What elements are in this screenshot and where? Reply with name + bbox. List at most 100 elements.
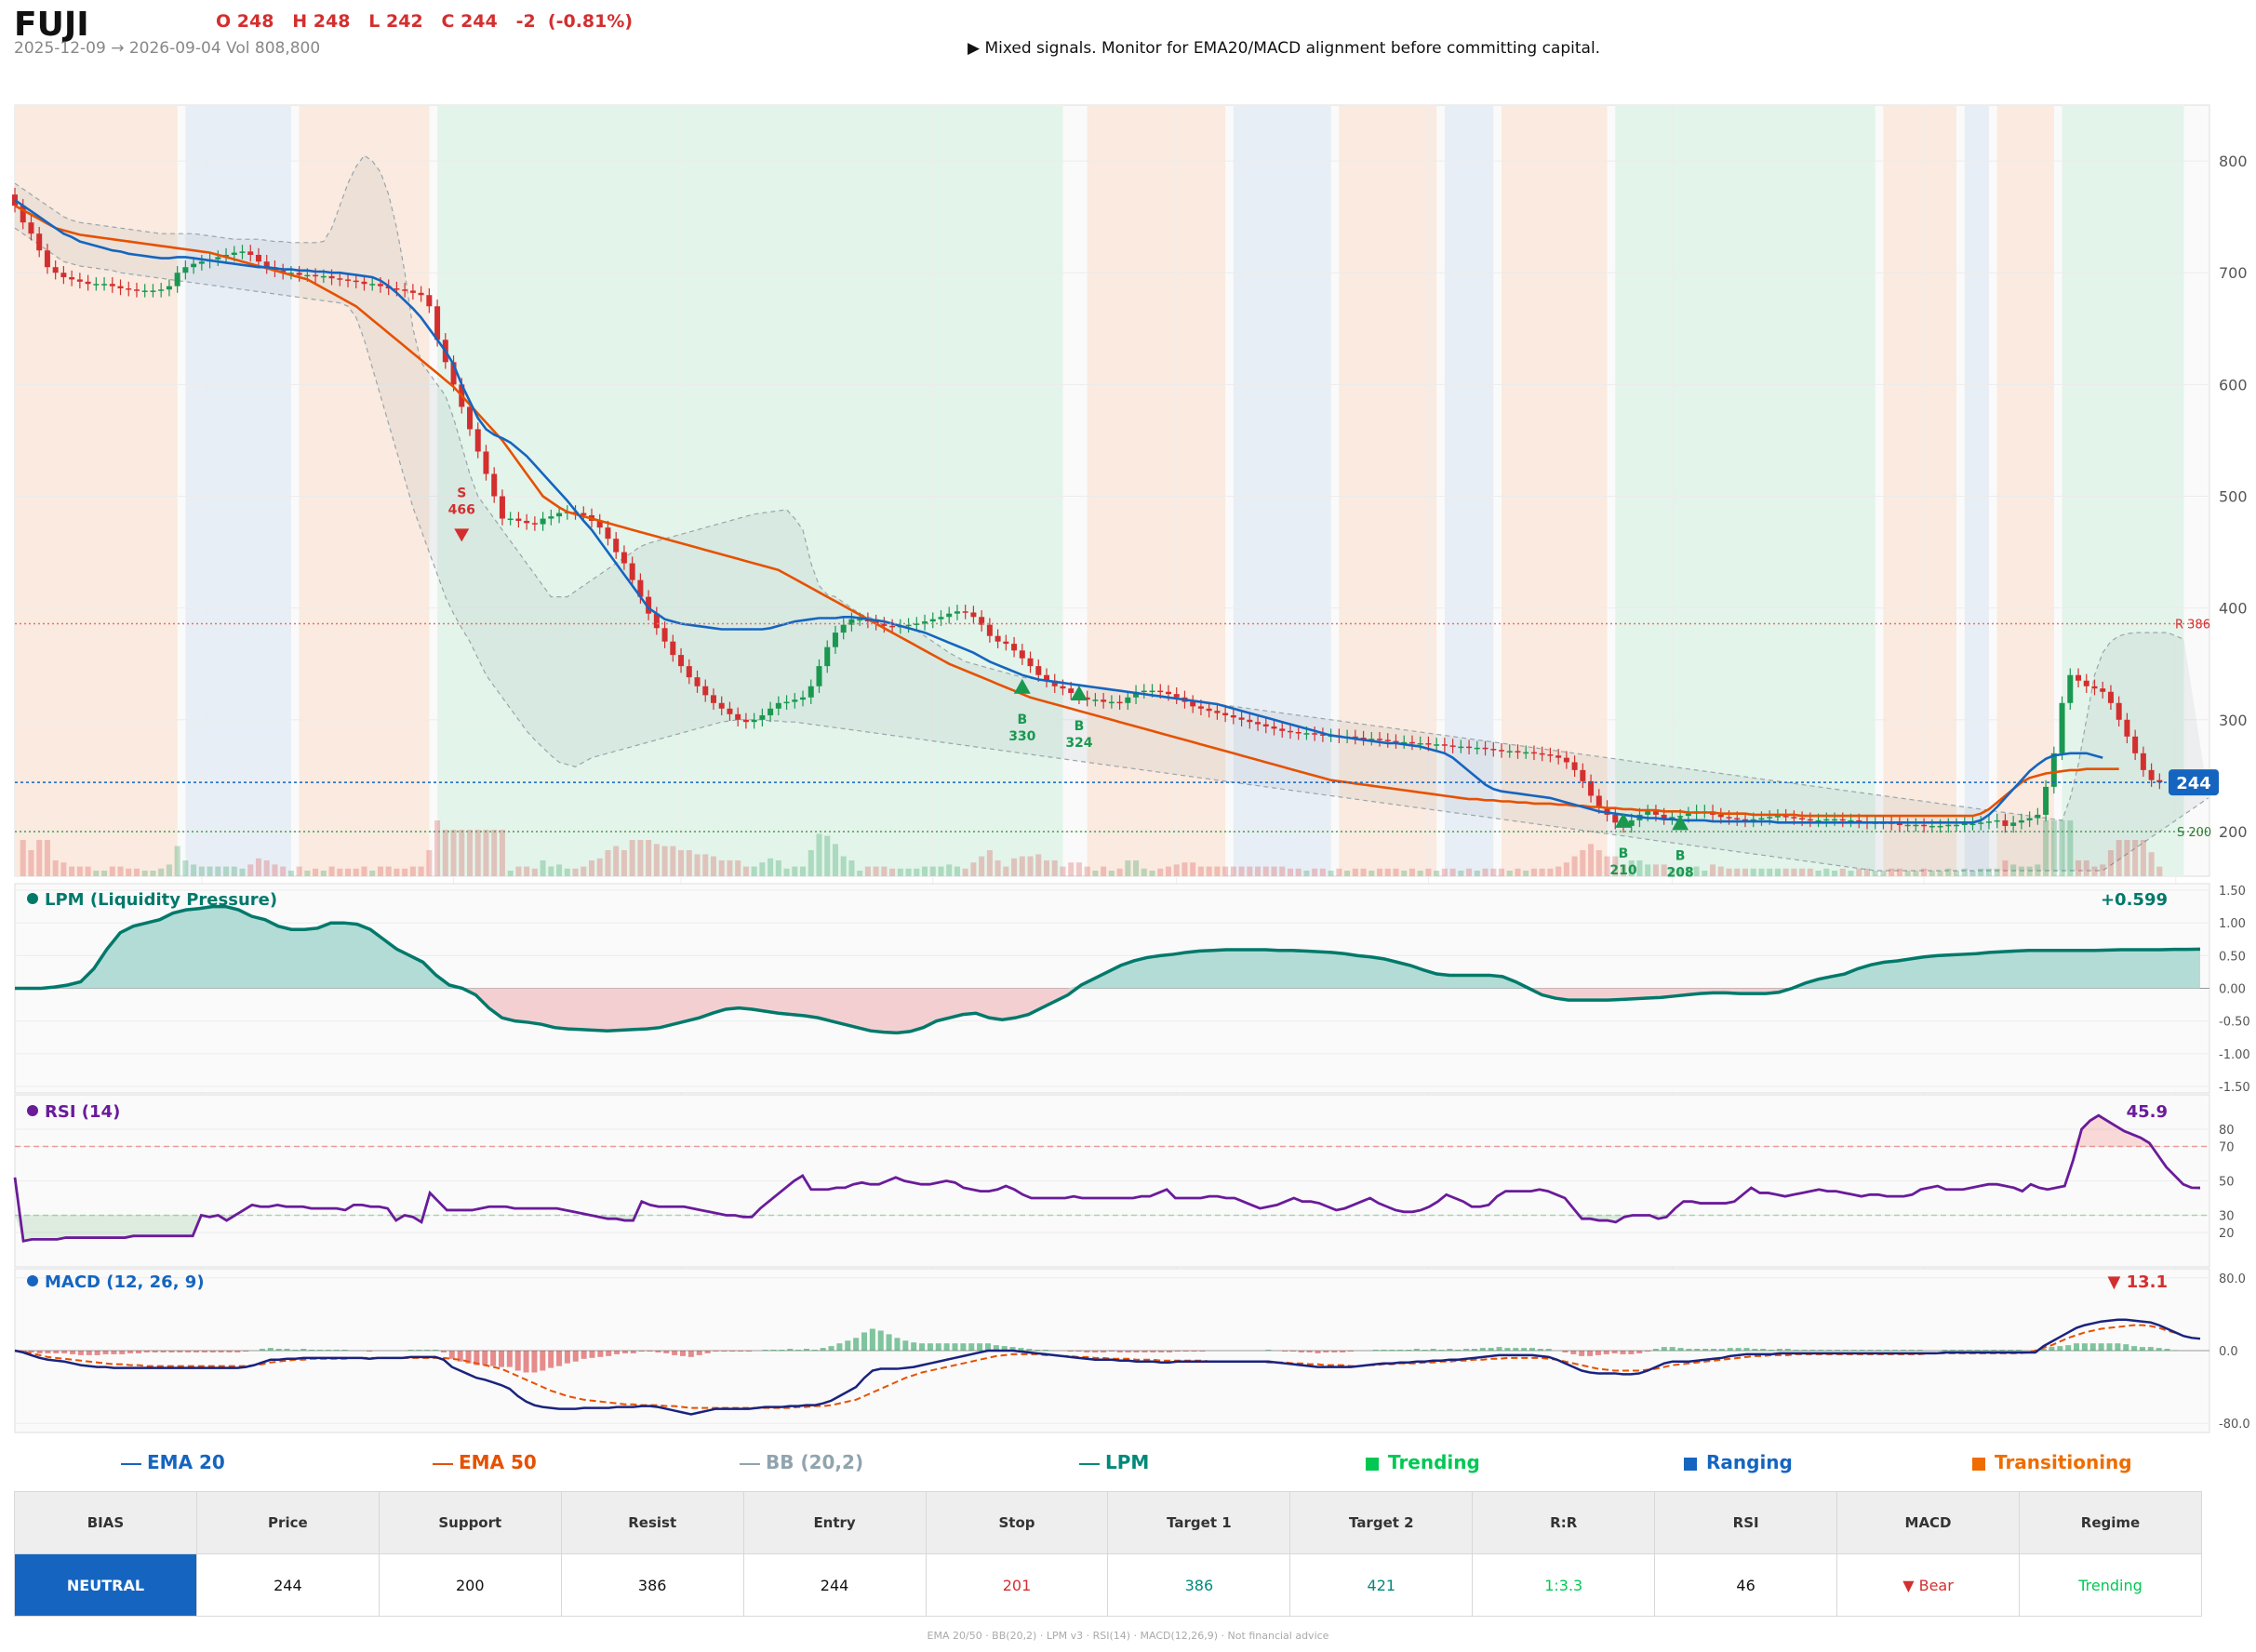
macd-histogram-bar xyxy=(1974,1350,1981,1351)
macd-histogram-bar xyxy=(1669,1347,1675,1351)
summary-header-cell: MACD xyxy=(1836,1491,2020,1554)
volume-bar xyxy=(1954,871,1960,876)
volume-bar xyxy=(661,846,668,876)
candle-body xyxy=(1165,691,1171,695)
chart-canvas[interactable]: 200 300 400 500 600 700 800 R 386 S 200 244 S 466 B 3… xyxy=(0,0,2256,1451)
candle-body xyxy=(751,719,757,723)
volume-bar xyxy=(1807,868,1813,876)
volume-bar xyxy=(1003,866,1009,876)
candle-body xyxy=(686,666,692,678)
macd-histogram-bar xyxy=(1521,1348,1528,1351)
regime-band xyxy=(2062,105,2184,876)
rsi-tick-label: 70 xyxy=(2219,1141,2235,1155)
volume-bar xyxy=(1133,860,1140,876)
macd-histogram-bar xyxy=(1950,1350,1956,1351)
macd-histogram-bar xyxy=(194,1351,200,1352)
macd-histogram-bar xyxy=(713,1351,719,1352)
macd-histogram-bar xyxy=(1513,1348,1519,1351)
candle-body xyxy=(198,261,205,264)
volume-bar xyxy=(231,866,237,876)
macd-histogram-bar xyxy=(1413,1349,1420,1351)
volume-bar xyxy=(564,868,570,876)
candle-body xyxy=(548,516,554,519)
x-tick-label: Apr '26 xyxy=(901,1448,965,1451)
volume-bar xyxy=(1303,871,1310,876)
candle-body xyxy=(353,280,359,283)
macd-histogram-bar xyxy=(1381,1350,1387,1351)
candle-body xyxy=(76,279,83,282)
macd-histogram-bar xyxy=(2089,1343,2096,1351)
macd-histogram-bar xyxy=(1496,1347,1502,1351)
volume-bar xyxy=(1336,868,1342,876)
volume-bar xyxy=(1141,868,1147,876)
macd-histogram-bar xyxy=(367,1351,373,1352)
volume-bar xyxy=(1661,864,1667,876)
macd-histogram-bar xyxy=(638,1351,645,1352)
macd-histogram-bar xyxy=(803,1349,809,1351)
macd-histogram-bar xyxy=(540,1351,546,1371)
volume-bar xyxy=(1125,860,1131,876)
macd-histogram-bar xyxy=(2057,1346,2063,1351)
candle-body xyxy=(93,284,100,286)
summary-value-cell: 1:3.3 xyxy=(1472,1553,1656,1617)
volume-bar xyxy=(613,846,620,876)
volume-bar xyxy=(450,830,457,876)
candle-body xyxy=(1197,706,1204,709)
volume-bar xyxy=(1368,871,1375,876)
macd-histogram-bar xyxy=(1603,1351,1609,1354)
volume-bar xyxy=(1360,868,1367,876)
candle-body xyxy=(1547,754,1554,756)
candle-body xyxy=(1408,741,1415,744)
volume-bar xyxy=(434,820,441,876)
candle-body xyxy=(1937,825,1943,828)
macd-histogram-bar xyxy=(416,1350,422,1351)
macd-histogram-bar xyxy=(1545,1349,1552,1351)
legend-label: Trending xyxy=(1388,1451,1480,1473)
volume-bar xyxy=(166,864,172,876)
candle-body xyxy=(1108,701,1115,704)
candle-body xyxy=(2026,818,2033,820)
candle-body xyxy=(320,275,327,278)
macd-histogram-bar xyxy=(86,1351,92,1355)
candle-body xyxy=(296,273,302,275)
volume-bar xyxy=(1758,868,1765,876)
macd-histogram-bar xyxy=(1892,1350,1899,1351)
candle-body xyxy=(775,702,781,709)
volume-bar xyxy=(1035,854,1042,876)
volume-bar xyxy=(1945,868,1952,876)
macd-histogram-bar xyxy=(531,1351,538,1373)
volume-bar xyxy=(337,868,343,876)
candle-body xyxy=(215,257,221,260)
volume-bar xyxy=(1222,866,1229,876)
summary-value-cell: 200 xyxy=(378,1553,562,1617)
sell-signal-price: 466 xyxy=(448,502,475,517)
candle-body xyxy=(1791,817,1797,819)
candle-body xyxy=(1588,780,1595,796)
macd-histogram-bar xyxy=(1463,1349,1470,1351)
volume-bar xyxy=(369,871,376,876)
x-tick-label: Jan '26 xyxy=(170,1448,232,1451)
volume-bar xyxy=(1555,866,1562,876)
volume-bar xyxy=(320,871,327,876)
candle-body xyxy=(800,697,807,700)
macd-histogram-bar xyxy=(1776,1349,1782,1351)
macd-histogram-bar xyxy=(1438,1350,1445,1351)
volume-bar xyxy=(1441,868,1448,876)
candle-body xyxy=(1799,818,1806,820)
ohlc-readout: O 248 H 248 L 242 C 244 -2 (-0.81%) xyxy=(216,11,634,32)
candle-body xyxy=(1173,694,1180,698)
candle-body xyxy=(150,290,156,292)
volume-bar xyxy=(873,866,879,876)
volume-bar xyxy=(1197,866,1204,876)
candle-body xyxy=(1319,734,1326,736)
macd-histogram-bar xyxy=(1900,1350,1906,1351)
candle-body xyxy=(646,596,652,614)
volume-bar xyxy=(1961,868,1968,876)
macd-histogram-bar xyxy=(745,1351,752,1352)
macd-histogram-bar xyxy=(2008,1350,2014,1351)
volume-bar xyxy=(742,866,749,876)
candle-body xyxy=(727,708,733,714)
macd-tick-label: 0.0 xyxy=(2219,1345,2238,1359)
candle-body xyxy=(1782,816,1789,818)
macd-histogram-bar xyxy=(209,1351,216,1352)
